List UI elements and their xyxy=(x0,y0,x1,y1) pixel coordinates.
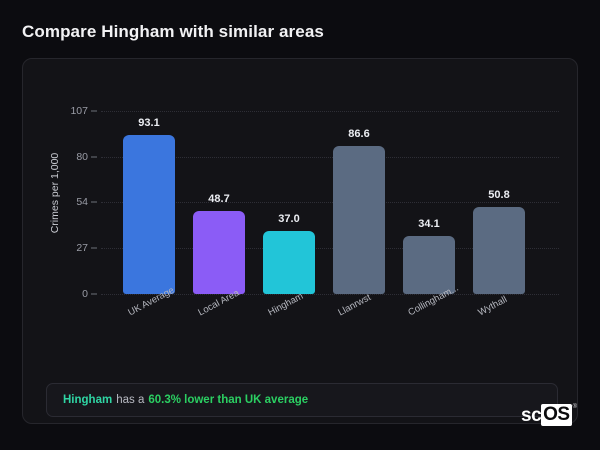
plot-area: 0 27 54 80 107 93.1 UK Average 48.7 Local Area 3… xyxy=(70,105,559,318)
bar[interactable] xyxy=(263,230,315,294)
scos-logo: sc OS ® xyxy=(521,404,577,426)
gridline xyxy=(101,201,559,203)
y-axis-tick-label: 27 xyxy=(76,241,88,254)
bar-group[interactable]: 34.1 Collingham... xyxy=(403,111,461,318)
bar-value-label: 86.6 xyxy=(348,127,370,140)
registered-trademark-icon: ® xyxy=(572,404,577,410)
y-axis-tick-mark xyxy=(91,247,97,249)
bar-value-label: 37.0 xyxy=(278,212,300,225)
bar[interactable] xyxy=(473,207,525,294)
bar-value-label: 50.8 xyxy=(488,189,510,202)
y-axis-tick-mark xyxy=(91,156,97,158)
bar-group[interactable]: 93.1 UK Average xyxy=(123,111,176,318)
y-axis-tick-mark xyxy=(91,110,97,112)
note-comparison-text: 60.3% lower than UK average xyxy=(148,394,309,406)
y-axis-tick-label: 54 xyxy=(76,195,88,208)
gridline xyxy=(101,157,559,159)
logo-mark: OS xyxy=(541,404,572,426)
bar[interactable] xyxy=(403,235,455,294)
bar-series: 93.1 UK Average 48.7 Local Area 37.0 Hingham 8… xyxy=(101,111,559,318)
bar[interactable] xyxy=(193,210,245,294)
y-axis-tick-mark xyxy=(91,293,97,295)
note-middle-text: has a xyxy=(116,394,145,406)
bar-group[interactable]: 50.8 Wythall xyxy=(473,111,525,318)
comparison-note: Hingham has a 60.3% lower than UK averag… xyxy=(46,383,558,417)
gridline xyxy=(101,247,559,249)
bar-value-label: 93.1 xyxy=(138,116,160,129)
page-title: Compare Hingham with similar areas xyxy=(22,22,324,41)
bar[interactable] xyxy=(123,134,175,294)
note-area-name: Hingham xyxy=(63,394,113,406)
bar-group[interactable]: 86.6 Llanrwst xyxy=(333,111,385,318)
bar-chart: Crimes per 1,000 0 27 54 80 107 93.1 UK Avera… xyxy=(23,59,579,359)
y-axis-title: Crimes per 1,000 xyxy=(49,152,61,234)
y-axis-tick-label: 0 xyxy=(82,288,88,300)
y-axis-tick-mark xyxy=(91,201,97,203)
bar-group[interactable]: 48.7 Local Area xyxy=(193,111,245,318)
comparison-chart-card: Crimes per 1,000 0 27 54 80 107 93.1 UK Avera… xyxy=(22,58,578,424)
y-axis-tick-label: 80 xyxy=(76,151,88,164)
logo-prefix: sc xyxy=(521,404,542,426)
bar-value-label: 34.1 xyxy=(418,217,440,230)
gridline xyxy=(101,111,559,112)
bar[interactable] xyxy=(333,145,385,294)
y-axis-tick-label: 107 xyxy=(70,105,88,117)
gridline xyxy=(101,294,559,295)
bar-value-label: 48.7 xyxy=(208,192,230,205)
bar-group[interactable]: 37.0 Hingham xyxy=(263,111,315,318)
